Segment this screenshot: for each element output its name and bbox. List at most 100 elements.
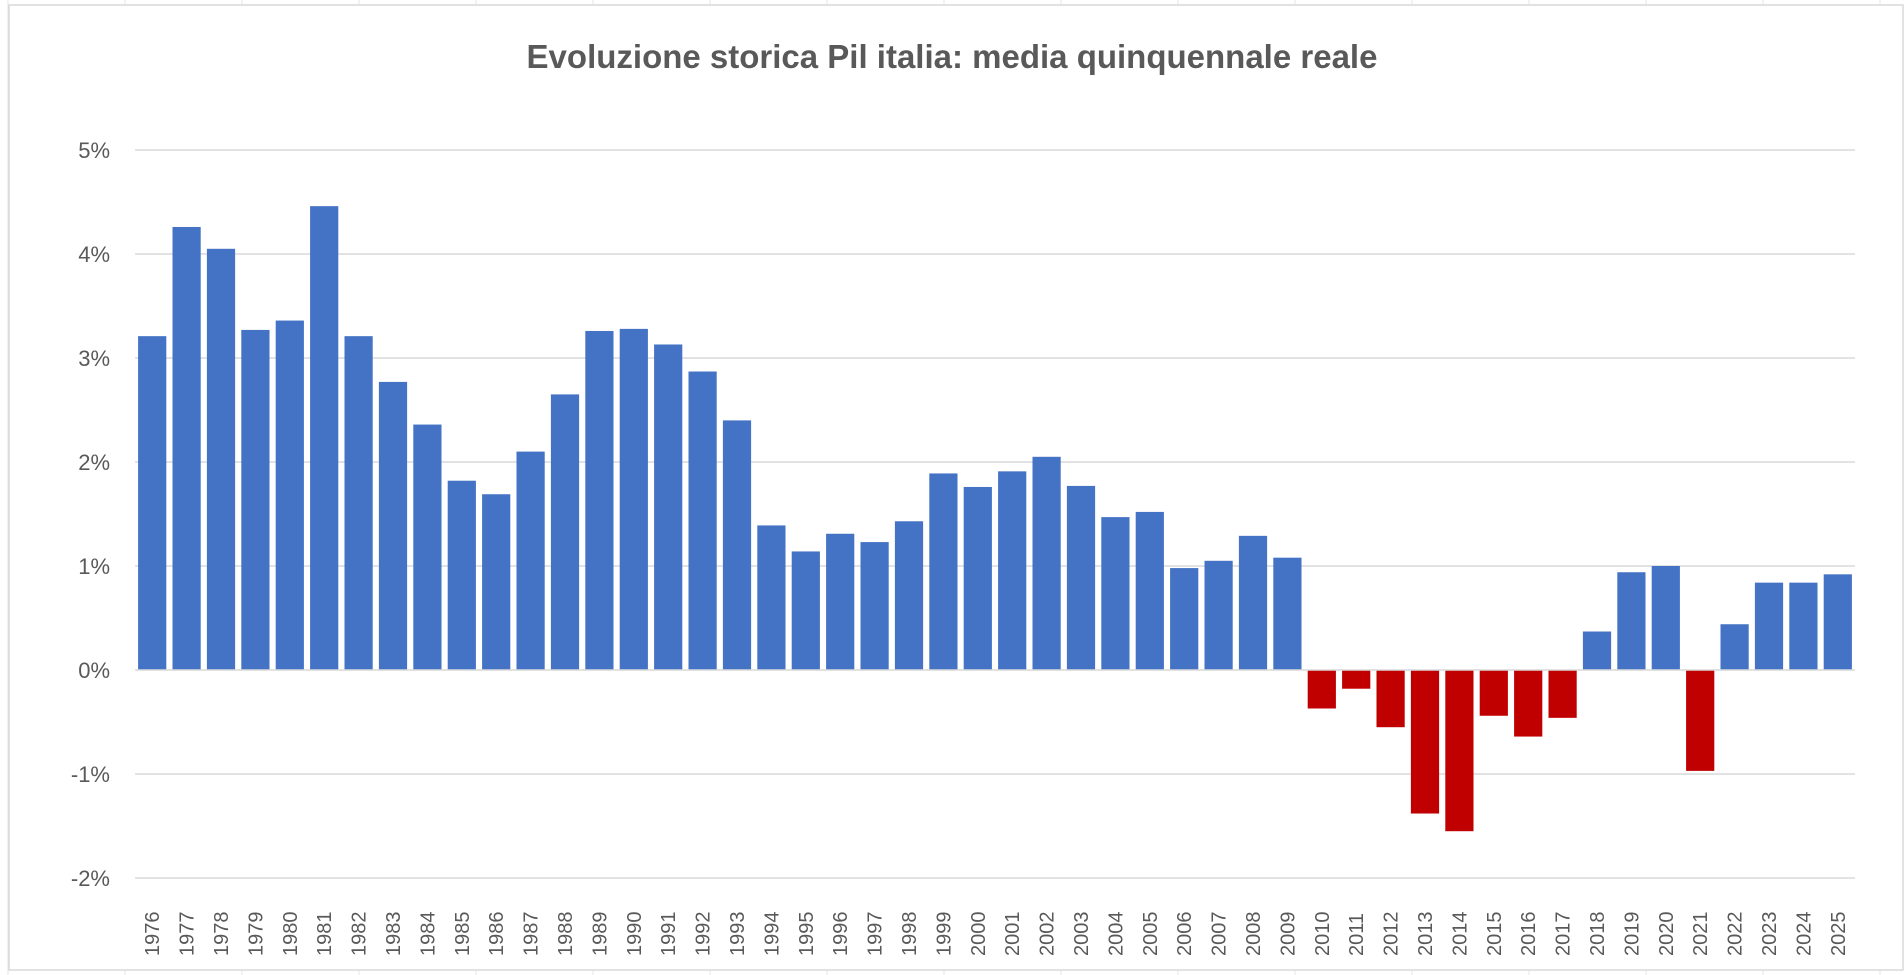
bar-2025[interactable] <box>1823 574 1852 670</box>
bar-1998[interactable] <box>894 521 924 670</box>
x-tick-label: 2012 <box>1381 912 1403 957</box>
y-tick-label: 1% <box>78 554 110 579</box>
bar-1986[interactable] <box>482 494 511 670</box>
x-tick-label: 1992 <box>693 912 715 957</box>
bar-2003[interactable] <box>1066 485 1096 670</box>
x-tick-label: 1993 <box>727 912 749 957</box>
x-tick-label: 1997 <box>865 912 887 957</box>
x-tick-label: 1980 <box>280 912 302 957</box>
bar-1994[interactable] <box>757 525 786 670</box>
x-tick-label: 2015 <box>1484 912 1506 957</box>
x-tick-label: 1981 <box>314 912 336 957</box>
bar-2012[interactable] <box>1376 670 1405 728</box>
x-tick-label: 2005 <box>1140 912 1162 957</box>
bar-1987[interactable] <box>516 451 545 670</box>
bar-2007[interactable] <box>1204 560 1233 670</box>
x-tick-label: 1990 <box>624 912 646 957</box>
bar-1980[interactable] <box>275 320 304 670</box>
bar-1992[interactable] <box>688 371 717 670</box>
x-tick-label: 2007 <box>1209 912 1231 957</box>
bar-1983[interactable] <box>378 381 408 670</box>
bar-1995[interactable] <box>791 551 820 670</box>
bar-2002[interactable] <box>1032 456 1061 670</box>
x-tick-label: 2016 <box>1518 912 1540 957</box>
bar-2004[interactable] <box>1101 517 1130 670</box>
x-tick-label: 1985 <box>452 912 474 957</box>
bar-2017[interactable] <box>1548 670 1577 718</box>
bar-2024[interactable] <box>1789 582 1818 670</box>
bar-2011[interactable] <box>1342 670 1371 689</box>
x-tick-label: 2009 <box>1277 912 1299 957</box>
y-tick-label: 3% <box>78 346 110 371</box>
bar-2006[interactable] <box>1170 568 1199 670</box>
bar-1976[interactable] <box>138 336 167 670</box>
bar-2000[interactable] <box>963 486 992 670</box>
bar-1997[interactable] <box>860 542 889 670</box>
bar-2020[interactable] <box>1651 566 1680 670</box>
x-tick-label: 1982 <box>349 912 371 957</box>
bar-2022[interactable] <box>1720 624 1749 670</box>
y-tick-label: 4% <box>78 242 110 267</box>
bar-2010[interactable] <box>1307 670 1336 709</box>
chart-title: Evoluzione storica Pil italia: media qui… <box>527 38 1378 75</box>
bar-2023[interactable] <box>1754 582 1784 670</box>
bar-2009[interactable] <box>1273 557 1302 670</box>
bar-2001[interactable] <box>998 471 1027 670</box>
y-tick-label: -2% <box>71 866 110 891</box>
x-tick-label: 1989 <box>589 912 611 957</box>
bar-1993[interactable] <box>722 420 752 670</box>
x-tick-label: 2021 <box>1690 912 1712 957</box>
bar-2021[interactable] <box>1686 670 1715 771</box>
y-tick-label: 5% <box>78 138 110 163</box>
bar-2013[interactable] <box>1410 670 1440 814</box>
x-axis-tick-labels: 1976 1977 1978 1979 1980 1981 1982 1983 1984 1985… <box>142 911 1850 956</box>
bar-1982[interactable] <box>344 336 373 670</box>
x-tick-label: 1994 <box>761 912 783 957</box>
bar-1991[interactable] <box>654 344 683 670</box>
bar-1990[interactable] <box>619 328 648 670</box>
x-tick-label: 2023 <box>1759 912 1781 957</box>
x-tick-label: 1988 <box>555 912 577 957</box>
bar-2018[interactable] <box>1582 631 1612 670</box>
x-tick-label: 1998 <box>899 912 921 957</box>
bar-2005[interactable] <box>1135 511 1164 670</box>
x-tick-label: 1999 <box>933 912 955 957</box>
x-tick-label: 2014 <box>1449 912 1471 957</box>
x-tick-label: 1978 <box>211 912 233 957</box>
x-tick-label: 2006 <box>1174 912 1196 957</box>
bar-series <box>138 206 1852 832</box>
x-tick-label: 1986 <box>486 912 508 957</box>
bar-1985[interactable] <box>447 480 476 670</box>
x-tick-label: 2001 <box>1002 912 1024 956</box>
bar-1989[interactable] <box>585 330 614 670</box>
y-tick-label: -1% <box>71 762 110 787</box>
bar-1977[interactable] <box>172 226 201 670</box>
x-tick-label: 2003 <box>1071 912 1093 957</box>
bar-2008[interactable] <box>1238 535 1268 670</box>
x-tick-label: 1995 <box>796 912 818 957</box>
bar-2014[interactable] <box>1445 670 1474 832</box>
bar-1978[interactable] <box>206 248 236 671</box>
bar-2016[interactable] <box>1514 670 1543 737</box>
bar-1981[interactable] <box>310 206 339 670</box>
bar-1984[interactable] <box>413 424 442 670</box>
x-tick-label: 2000 <box>968 911 990 956</box>
x-tick-label: 2011 <box>1346 913 1368 956</box>
x-tick-label: 2004 <box>1105 912 1127 957</box>
y-tick-label: 2% <box>78 450 110 475</box>
x-tick-label: 2010 <box>1312 912 1334 957</box>
bar-1996[interactable] <box>826 533 855 670</box>
x-tick-label: 2020 <box>1656 912 1678 957</box>
x-tick-label: 1983 <box>383 912 405 957</box>
bar-1988[interactable] <box>550 394 580 670</box>
x-tick-label: 2025 <box>1828 912 1850 957</box>
bar-2019[interactable] <box>1617 572 1646 670</box>
bar-2015[interactable] <box>1479 670 1508 716</box>
x-tick-label: 2013 <box>1415 912 1437 957</box>
bar-1979[interactable] <box>241 329 270 670</box>
x-tick-label: 1996 <box>830 912 852 957</box>
bar-1999[interactable] <box>929 473 958 670</box>
x-tick-label: 1987 <box>521 912 543 957</box>
x-tick-label: 2022 <box>1725 912 1747 957</box>
